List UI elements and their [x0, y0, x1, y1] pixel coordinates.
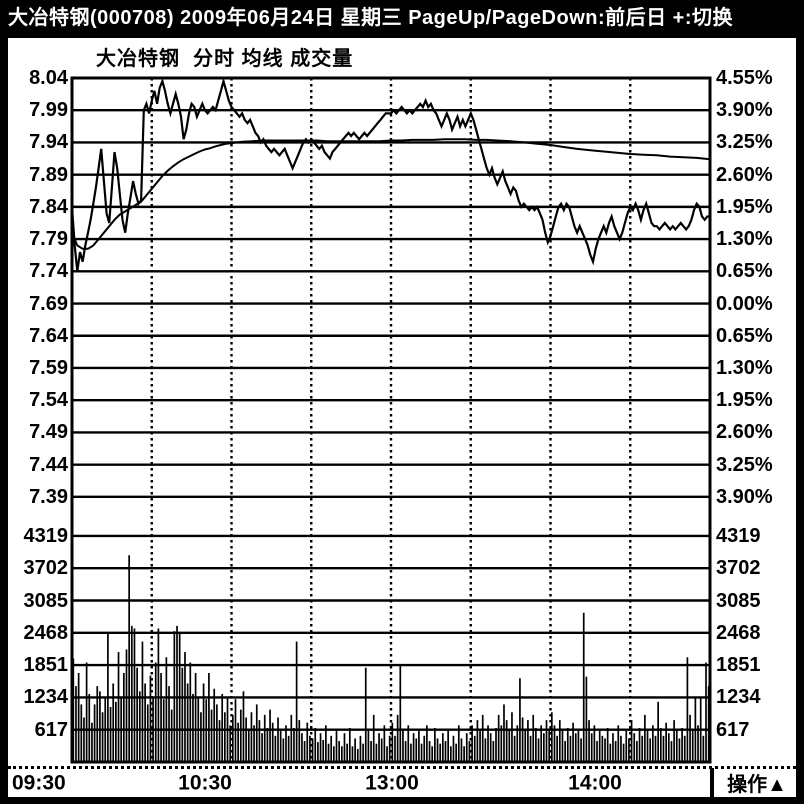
volume-axis-label-right: 4319: [716, 524, 761, 547]
percent-axis-label: 3.90%: [716, 99, 773, 122]
percent-axis-label: 3.25%: [716, 453, 773, 476]
percent-axis-label: 0.00%: [716, 292, 773, 315]
percent-axis-label: 3.25%: [716, 131, 773, 154]
percent-axis-label: 1.30%: [716, 228, 773, 251]
volume-axis-label-right: 3702: [716, 557, 761, 580]
volume-axis-label-left: 2468: [23, 621, 69, 644]
volume-axis-label-left: 3702: [23, 557, 69, 580]
volume-axis-label-left: 1851: [23, 654, 69, 677]
percent-axis-label: 1.30%: [716, 356, 773, 379]
price-axis-label: 7.49: [29, 421, 68, 444]
percent-axis-label: 2.60%: [716, 421, 773, 444]
price-axis-label: 7.64: [29, 324, 68, 347]
volume-axis-label-right: 1234: [716, 686, 761, 709]
price-axis-label: 7.54: [29, 389, 68, 412]
percent-axis-label: 1.95%: [716, 389, 773, 412]
volume-axis-label-left: 3085: [23, 589, 69, 612]
volume-axis-label-left: 4319: [23, 524, 69, 547]
percent-axis-label: 2.60%: [716, 163, 773, 186]
time-axis-separator: [8, 766, 796, 769]
price-axis-label: 7.59: [29, 356, 68, 379]
volume-axis-label-right: 1851: [716, 654, 761, 677]
chart-header: 大冶特钢 分时 均线 成交量: [96, 48, 354, 70]
action-menu-button[interactable]: 操作▲: [710, 768, 800, 797]
title-bar: 大冶特钢(000708) 2009年06月24日 星期三 PageUp/Page…: [0, 0, 804, 38]
price-axis-label: 7.84: [29, 195, 68, 218]
price-axis-label: 7.39: [29, 485, 68, 508]
time-axis-label: 13:00: [365, 771, 419, 795]
volume-axis-label-left: 617: [34, 718, 68, 741]
percent-axis-label: 0.65%: [716, 324, 773, 347]
volume-axis-label-right: 3085: [716, 589, 761, 612]
percent-axis-label: 4.55%: [716, 67, 773, 89]
price-axis-label: 7.94: [29, 131, 68, 154]
volume-axis-label-right: 2468: [716, 621, 761, 644]
time-axis-label: 10:30: [178, 771, 232, 795]
percent-axis-label: 0.65%: [716, 260, 773, 283]
percent-axis-label: 3.90%: [716, 485, 773, 508]
price-axis-label: 7.79: [29, 228, 68, 251]
price-axis-label: 8.04: [29, 67, 68, 89]
volume-axis-label-left: 1234: [23, 686, 69, 709]
price-axis-label: 7.99: [29, 99, 68, 122]
time-axis-label: 14:00: [568, 771, 622, 795]
percent-axis-label: 1.95%: [716, 195, 773, 218]
price-axis-label: 7.74: [29, 260, 68, 283]
price-axis-label: 7.69: [29, 292, 68, 315]
left-border: [0, 38, 8, 804]
volume-axis-label-right: 617: [716, 718, 750, 741]
bottom-border: [0, 797, 804, 804]
time-axis-label: 09:30: [12, 771, 66, 795]
price-axis-label: 7.44: [29, 453, 68, 476]
right-border: [796, 38, 804, 804]
price-axis-label: 7.89: [29, 163, 68, 186]
